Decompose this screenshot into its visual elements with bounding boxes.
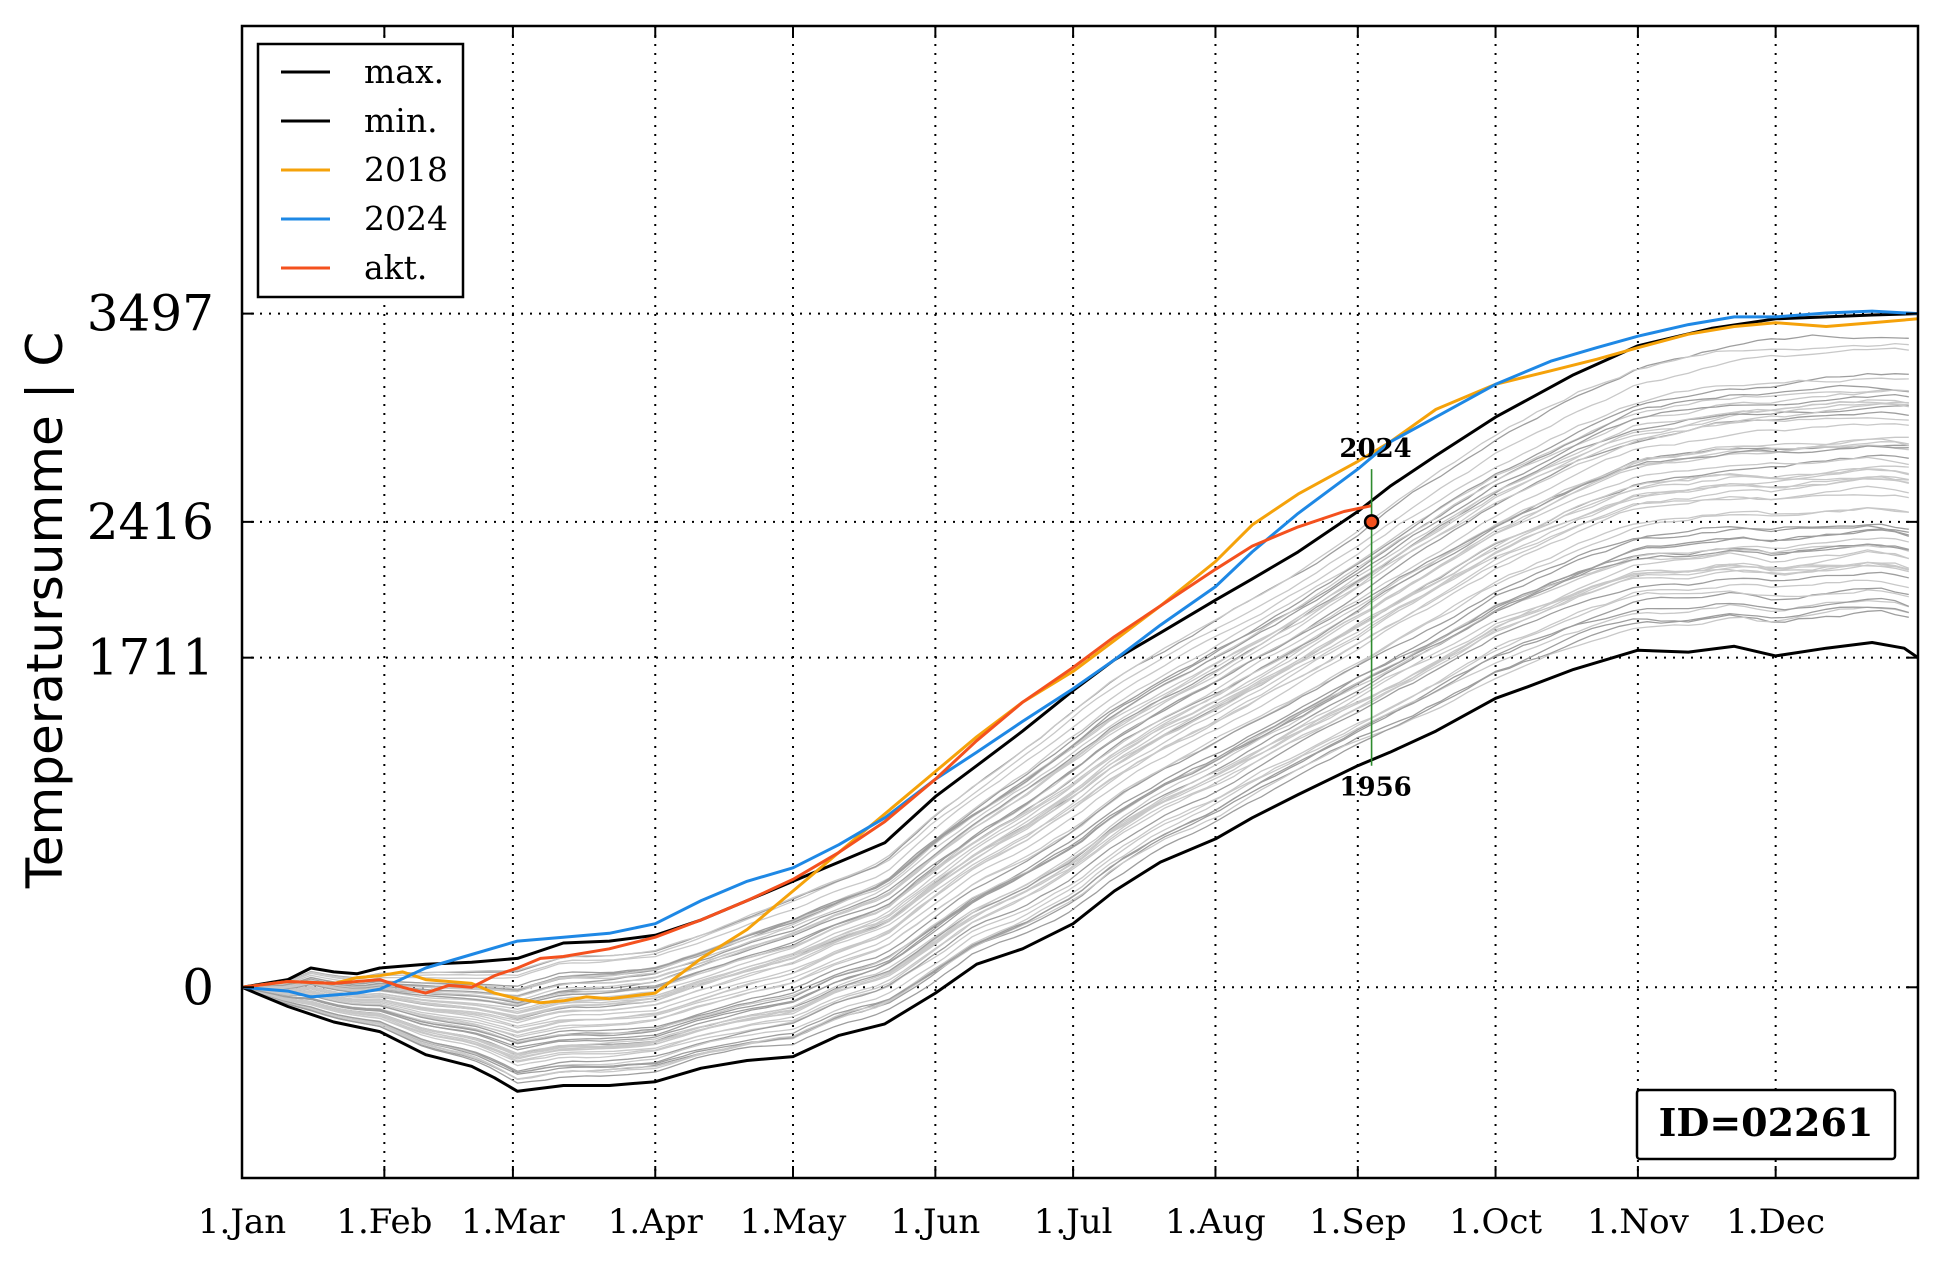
other-year-line <box>242 401 1909 991</box>
other-year-line <box>242 529 1910 1045</box>
x-axis-ticks: 1.Jan 1.Feb 1.Mar 1.Apr 1.May 1.Jun 1.Jul 1.Aug… <box>198 26 1825 1242</box>
other-year-line <box>242 393 1909 988</box>
other-year-line <box>242 475 1909 1021</box>
other-year-line <box>242 564 1909 1063</box>
x-tick-label: 1.Nov <box>1587 1202 1690 1242</box>
x-tick-label: 1.Jan <box>198 1202 286 1242</box>
other-year-line <box>242 377 1909 988</box>
other-year-line <box>242 401 1909 993</box>
current-value-marker <box>1363 514 1380 530</box>
other-year-line <box>242 528 1909 1051</box>
other-years-lines <box>242 334 1910 1084</box>
other-year-line <box>242 372 1909 990</box>
id-box-frame <box>1635 1088 1897 1161</box>
other-year-line <box>242 342 1909 988</box>
other-year-line <box>242 465 1909 1017</box>
id-box: ID=02261 <box>1635 1088 1897 1161</box>
other-year-line <box>242 549 1909 1057</box>
id-box-text: ID=02261 <box>1659 1100 1874 1145</box>
other-year-line <box>242 445 1909 1007</box>
series-line-min <box>242 641 1918 1093</box>
legend-label: akt. <box>364 248 427 287</box>
y-axis-label: Temperatursumme | C <box>16 332 74 890</box>
plot-frame <box>240 24 1920 1180</box>
series-line-akt <box>242 504 1372 995</box>
other-year-line <box>242 405 1909 997</box>
x-tick-label: 1.Jul <box>1034 1202 1113 1242</box>
x-tick-label: 1.Sep <box>1309 1202 1407 1242</box>
legend-label: 2018 <box>364 150 448 189</box>
other-year-line <box>242 579 1909 1067</box>
other-year-line <box>242 494 1909 1033</box>
other-year-line <box>242 441 1909 1014</box>
x-tick-label: 1.Apr <box>608 1202 704 1242</box>
other-year-line <box>242 507 1909 1038</box>
other-year-line <box>242 347 1909 988</box>
other-year-line <box>242 444 1909 1004</box>
other-year-line <box>242 454 1909 1020</box>
x-tick-label: 1.May <box>740 1202 848 1242</box>
other-year-line <box>242 468 1909 1020</box>
annotations: 2024 1956 <box>1339 434 1411 803</box>
x-tick-label: 1.Dec <box>1726 1202 1825 1242</box>
other-year-line <box>242 485 1909 1029</box>
other-year-line <box>242 561 1909 1056</box>
other-year-line <box>242 444 1909 1006</box>
other-year-line <box>242 599 1909 1080</box>
other-year-line <box>242 384 1909 991</box>
annotation-min-year: 1956 <box>1339 773 1411 803</box>
x-tick-label: 1.Feb <box>336 1202 432 1242</box>
series-line-max <box>242 312 1918 989</box>
other-year-line <box>242 589 1909 1074</box>
series-line-2024 <box>242 309 1918 999</box>
other-year-line <box>242 468 1909 1027</box>
y-axis-ticks: 0 1711 2416 3497 <box>87 285 1918 1016</box>
other-year-line <box>242 543 1909 1048</box>
other-year-line <box>242 597 1910 1074</box>
y-tick-label: 2416 <box>87 493 214 551</box>
other-year-line <box>242 411 1909 1004</box>
y-tick-label: 0 <box>182 958 214 1016</box>
y-tick-label: 3497 <box>87 285 214 343</box>
x-tick-label: 1.Mar <box>461 1202 566 1242</box>
x-tick-label: 1.Jun <box>890 1202 980 1242</box>
other-year-line <box>242 606 1909 1084</box>
series-lines <box>242 309 1918 1093</box>
other-year-line <box>242 399 1909 997</box>
annotation-max-year: 2024 <box>1339 434 1411 464</box>
legend-label: min. <box>364 101 438 140</box>
series-line-2018 <box>242 317 1918 1005</box>
legend-label: max. <box>364 52 444 91</box>
other-year-line <box>242 456 1909 1013</box>
other-year-line <box>242 561 1909 1056</box>
other-year-line <box>242 571 1909 1072</box>
grid-layer <box>242 26 1918 1178</box>
other-year-line <box>242 523 1909 1041</box>
other-year-line <box>242 476 1909 1024</box>
other-year-line <box>242 506 1909 1037</box>
other-year-line <box>242 564 1909 1059</box>
legend: max. min. 2018 2024 akt. <box>256 42 465 299</box>
y-tick-label: 1711 <box>87 629 214 687</box>
other-year-line <box>242 403 1909 998</box>
x-tick-label: 1.Oct <box>1449 1202 1542 1242</box>
legend-label: 2024 <box>364 199 448 238</box>
x-tick-label: 1.Aug <box>1165 1202 1266 1242</box>
other-year-line <box>242 550 1910 1062</box>
